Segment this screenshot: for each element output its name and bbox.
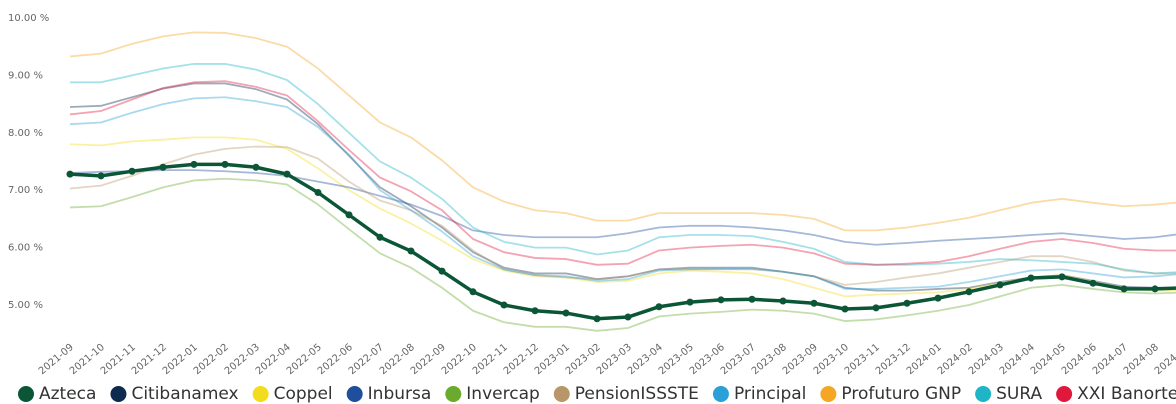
legend-swatch bbox=[820, 386, 837, 402]
series-line bbox=[69, 177, 1176, 332]
data-point bbox=[159, 163, 167, 171]
y-tick-label: 6.00 % bbox=[8, 243, 43, 254]
plot-area bbox=[66, 31, 1176, 332]
legend-item: XXI Banorte bbox=[1056, 384, 1176, 404]
legend-item: Citibanamex bbox=[110, 384, 239, 404]
y-tick-label: 5.00 % bbox=[8, 300, 43, 311]
data-point bbox=[1089, 279, 1097, 287]
data-point bbox=[841, 305, 849, 313]
series-line bbox=[69, 162, 1176, 321]
data-point bbox=[469, 288, 477, 296]
y-tick-label: 9.00 % bbox=[8, 70, 43, 81]
data-point bbox=[407, 247, 415, 255]
legend-item: Azteca bbox=[18, 384, 96, 404]
legend-swatch bbox=[252, 386, 269, 402]
series-line bbox=[69, 169, 1176, 246]
data-point bbox=[128, 167, 136, 175]
series-line bbox=[69, 145, 1176, 286]
legend-label: Coppel bbox=[274, 384, 333, 404]
data-point bbox=[934, 294, 942, 302]
legend-swatch bbox=[1056, 386, 1073, 402]
y-tick-label: 7.00 % bbox=[8, 185, 43, 196]
legend-swatch bbox=[110, 386, 127, 402]
data-point bbox=[531, 307, 539, 315]
series-line bbox=[69, 80, 1176, 266]
legend-label: Citibanamex bbox=[131, 384, 238, 404]
legend-swatch bbox=[346, 386, 363, 402]
legend-label: XXI Banorte bbox=[1077, 384, 1176, 404]
legend-label: Principal bbox=[734, 384, 806, 404]
data-point bbox=[965, 288, 973, 296]
data-point bbox=[562, 309, 570, 317]
data-point bbox=[655, 303, 663, 311]
legend-item: Principal bbox=[712, 384, 806, 404]
data-point bbox=[717, 296, 725, 304]
y-tick-label: 8.00 % bbox=[8, 128, 43, 139]
data-point bbox=[1151, 285, 1159, 293]
data-point bbox=[314, 188, 322, 196]
legend-swatch bbox=[18, 386, 34, 402]
legend-label: Azteca bbox=[39, 384, 96, 404]
data-point bbox=[810, 299, 818, 307]
data-point bbox=[1027, 274, 1035, 282]
legend-swatch bbox=[712, 386, 729, 402]
data-point bbox=[438, 267, 446, 275]
series-line bbox=[70, 63, 1176, 275]
series-line bbox=[69, 31, 1176, 232]
data-point bbox=[903, 299, 911, 307]
data-point bbox=[252, 163, 260, 171]
data-point bbox=[97, 172, 105, 180]
legend-item: PensionISSSTE bbox=[553, 384, 699, 404]
data-point bbox=[500, 301, 508, 309]
data-point bbox=[872, 304, 880, 312]
data-point bbox=[221, 160, 229, 168]
y-tick-label: 10.00 % bbox=[8, 13, 49, 24]
legend-item: SURA bbox=[975, 384, 1042, 404]
legend-label: PensionISSSTE bbox=[575, 384, 699, 404]
data-point bbox=[66, 170, 74, 178]
legend-swatch bbox=[445, 386, 462, 402]
data-point bbox=[779, 297, 787, 305]
legend-item: Coppel bbox=[252, 384, 333, 404]
data-point bbox=[593, 315, 601, 323]
data-point bbox=[1058, 273, 1066, 281]
data-point bbox=[376, 233, 384, 241]
data-point bbox=[996, 281, 1004, 289]
data-point bbox=[190, 160, 198, 168]
data-point bbox=[1120, 285, 1128, 293]
data-point bbox=[345, 211, 353, 219]
legend-item: Invercap bbox=[445, 384, 540, 404]
legend-label: SURA bbox=[996, 384, 1042, 404]
data-point bbox=[624, 313, 632, 321]
legend-label: Invercap bbox=[466, 384, 539, 404]
data-point bbox=[748, 295, 756, 303]
legend-swatch bbox=[553, 386, 570, 402]
legend-item: Inbursa bbox=[346, 384, 432, 404]
data-point bbox=[283, 170, 291, 178]
legend-item: Profuturo GNP bbox=[820, 384, 961, 404]
series-line bbox=[69, 136, 1176, 298]
data-point bbox=[686, 298, 694, 306]
legend-swatch bbox=[975, 386, 992, 402]
legend-label: Profuturo GNP bbox=[841, 384, 961, 404]
series-line bbox=[69, 96, 1176, 290]
legend-label: Inbursa bbox=[368, 384, 432, 404]
